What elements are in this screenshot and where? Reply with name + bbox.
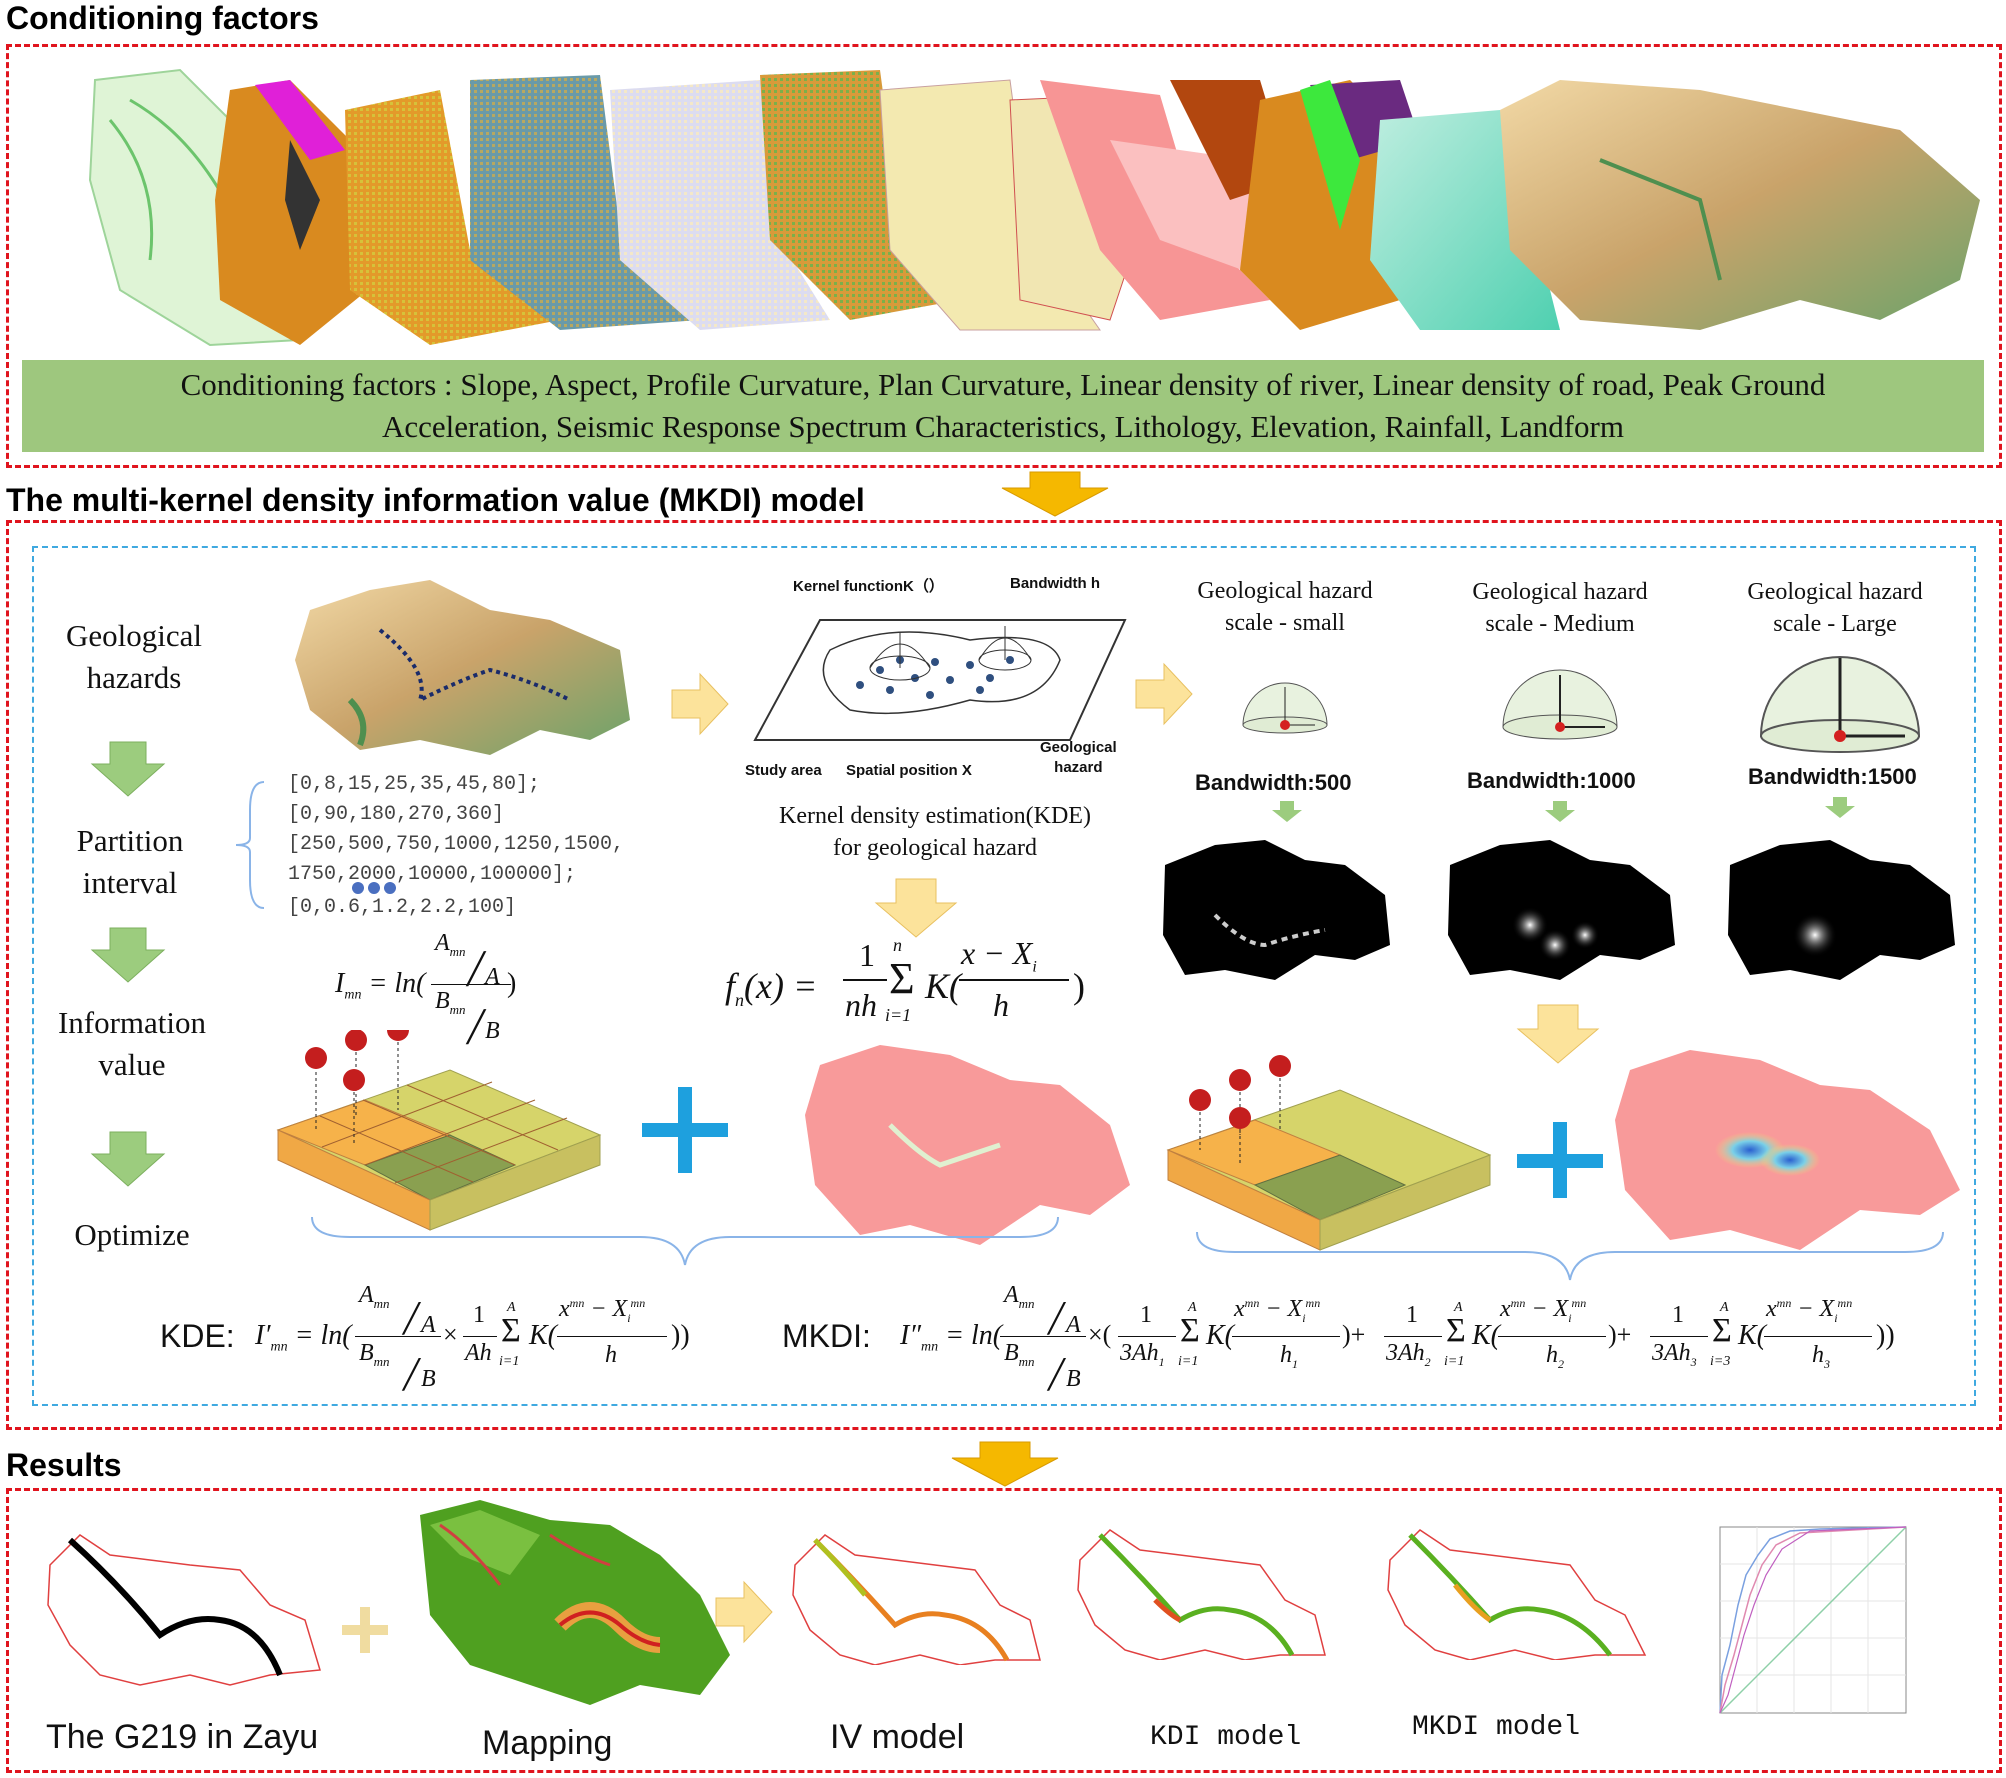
scale-small-label: Geological hazard scale - small bbox=[1197, 578, 1373, 636]
dome-large bbox=[1759, 656, 1921, 753]
model-title: The multi-kernel density information val… bbox=[6, 482, 865, 518]
results-frame bbox=[6, 1488, 2002, 1773]
step-optimize: Optimize bbox=[74, 1217, 190, 1252]
right-arrow-icon bbox=[715, 1580, 773, 1644]
down-arrow-icon bbox=[1001, 471, 1109, 517]
bandwidth-1000: Bandwidth:1000 bbox=[1467, 768, 1636, 793]
results-title: Results bbox=[6, 1447, 122, 1483]
down-arrow-icon bbox=[1545, 801, 1575, 822]
kde-formula-label: KDE: bbox=[160, 1318, 235, 1354]
conditioning-frame bbox=[6, 44, 2002, 468]
scale-medium-label: Geological hazard scale - Medium bbox=[1472, 579, 1648, 637]
mkde-map-pink-right bbox=[1615, 1050, 1960, 1250]
kde-combined-formula: I′mn = ln( Amn ╱ A Bmn ╱ B × 1 Ah A Σ i=… bbox=[255, 1282, 690, 1392]
model-frame bbox=[6, 520, 2002, 1430]
interval-last: [0,0.6,1.2,2.2,100] bbox=[288, 896, 517, 919]
bandwidth-1500: Bandwidth:1500 bbox=[1748, 764, 1917, 789]
information-grid-right bbox=[1166, 1055, 1492, 1251]
plus-icon bbox=[642, 1087, 728, 1173]
kde-caption: Kernel density estimation(KDE) for geolog… bbox=[779, 803, 1091, 861]
info-value-formula: Imn = ln( Amn ╱ A Bmn ╱ B ) bbox=[335, 930, 517, 1044]
brace bbox=[235, 781, 265, 909]
down-arrow-icon bbox=[90, 927, 166, 983]
down-arrow-icon bbox=[874, 878, 958, 938]
bandwidth-500: Bandwidth:500 bbox=[1195, 770, 1352, 795]
conditioning-line-2: Acceleration, Seismic Response Spectrum … bbox=[382, 409, 1624, 444]
kde-map-pink-left bbox=[805, 1045, 1130, 1245]
density-map-1000 bbox=[1448, 840, 1675, 980]
mkdi-model-label: MKDI model bbox=[1412, 1712, 1581, 1743]
hazard-elevation-map bbox=[295, 580, 630, 755]
down-arrow-icon bbox=[1516, 1004, 1600, 1064]
information-grid-left bbox=[276, 1030, 602, 1231]
down-arrow-icon bbox=[1825, 797, 1855, 818]
conditioning-title: Conditioning factors bbox=[6, 0, 319, 36]
density-map-1500 bbox=[1728, 840, 1955, 980]
g219-label: The G219 in Zayu bbox=[46, 1718, 319, 1756]
susceptibility-map bbox=[420, 1500, 730, 1705]
brace-right bbox=[1196, 1231, 1944, 1281]
right-arrow-icon bbox=[1135, 662, 1193, 726]
mkdi-combined-formula: I″mn = ln( Amn ╱ A Bmn ╱ B ×( 1 3Ah1 A Σ… bbox=[900, 1282, 1895, 1392]
roc-curve bbox=[1719, 1526, 1907, 1714]
conditioning-factors-bar: Conditioning factors : Slope, Aspect, Pr… bbox=[22, 360, 1984, 452]
study-area-label: Study area bbox=[745, 762, 822, 779]
brace-left bbox=[311, 1216, 1059, 1266]
down-arrow-icon bbox=[90, 741, 166, 797]
ellipsis-dots bbox=[352, 882, 396, 894]
factor-maps-strip bbox=[88, 68, 1980, 347]
mapping-label: Mapping bbox=[482, 1724, 613, 1762]
iv-model-label: IV model bbox=[830, 1718, 965, 1756]
kdi-model-map bbox=[1077, 1529, 1326, 1660]
plus-icon bbox=[1517, 1122, 1603, 1198]
kde-formula: fn(x) = 1 nh n Σ i=1 K( x − Xi h ) bbox=[725, 935, 1085, 1025]
conditioning-line-1: Conditioning factors : Slope, Aspect, Pr… bbox=[180, 367, 1826, 402]
mkdi-model-map bbox=[1387, 1529, 1647, 1660]
kdi-model-label: KDI model bbox=[1150, 1722, 1302, 1753]
down-arrow-icon bbox=[951, 1441, 1059, 1487]
mkdi-formula-label: MKDI: bbox=[782, 1318, 871, 1354]
step-geological-hazards: Geological hazards bbox=[65, 618, 202, 695]
scale-large-label: Geological hazard scale - Large bbox=[1747, 579, 1923, 637]
spatial-position-label: Spatial position X bbox=[846, 762, 972, 779]
density-map-500 bbox=[1163, 840, 1390, 980]
geological-hazard-label: Geological hazard bbox=[1040, 739, 1117, 776]
step-information-value: Information value bbox=[57, 1005, 207, 1082]
model-inner-frame bbox=[32, 546, 1976, 1406]
interval-list: [0,8,15,25,35,45,80]; [0,90,180,270,360][… bbox=[288, 773, 625, 886]
bandwidth-label: Bandwidth h bbox=[1010, 575, 1100, 592]
step-partition-interval: Partition interval bbox=[76, 823, 184, 900]
plus-icon bbox=[342, 1607, 388, 1653]
down-arrow-icon bbox=[1272, 801, 1302, 822]
down-arrow-icon bbox=[90, 1131, 166, 1187]
iv-model-map bbox=[792, 1534, 1041, 1665]
kde-diagram bbox=[753, 619, 1127, 741]
kernel-function-label: Kernel functionK（） bbox=[793, 578, 944, 595]
g219-route-map bbox=[47, 1534, 321, 1686]
dome-medium bbox=[1502, 669, 1618, 740]
dome-small bbox=[1242, 682, 1328, 734]
right-arrow-icon bbox=[671, 672, 729, 736]
